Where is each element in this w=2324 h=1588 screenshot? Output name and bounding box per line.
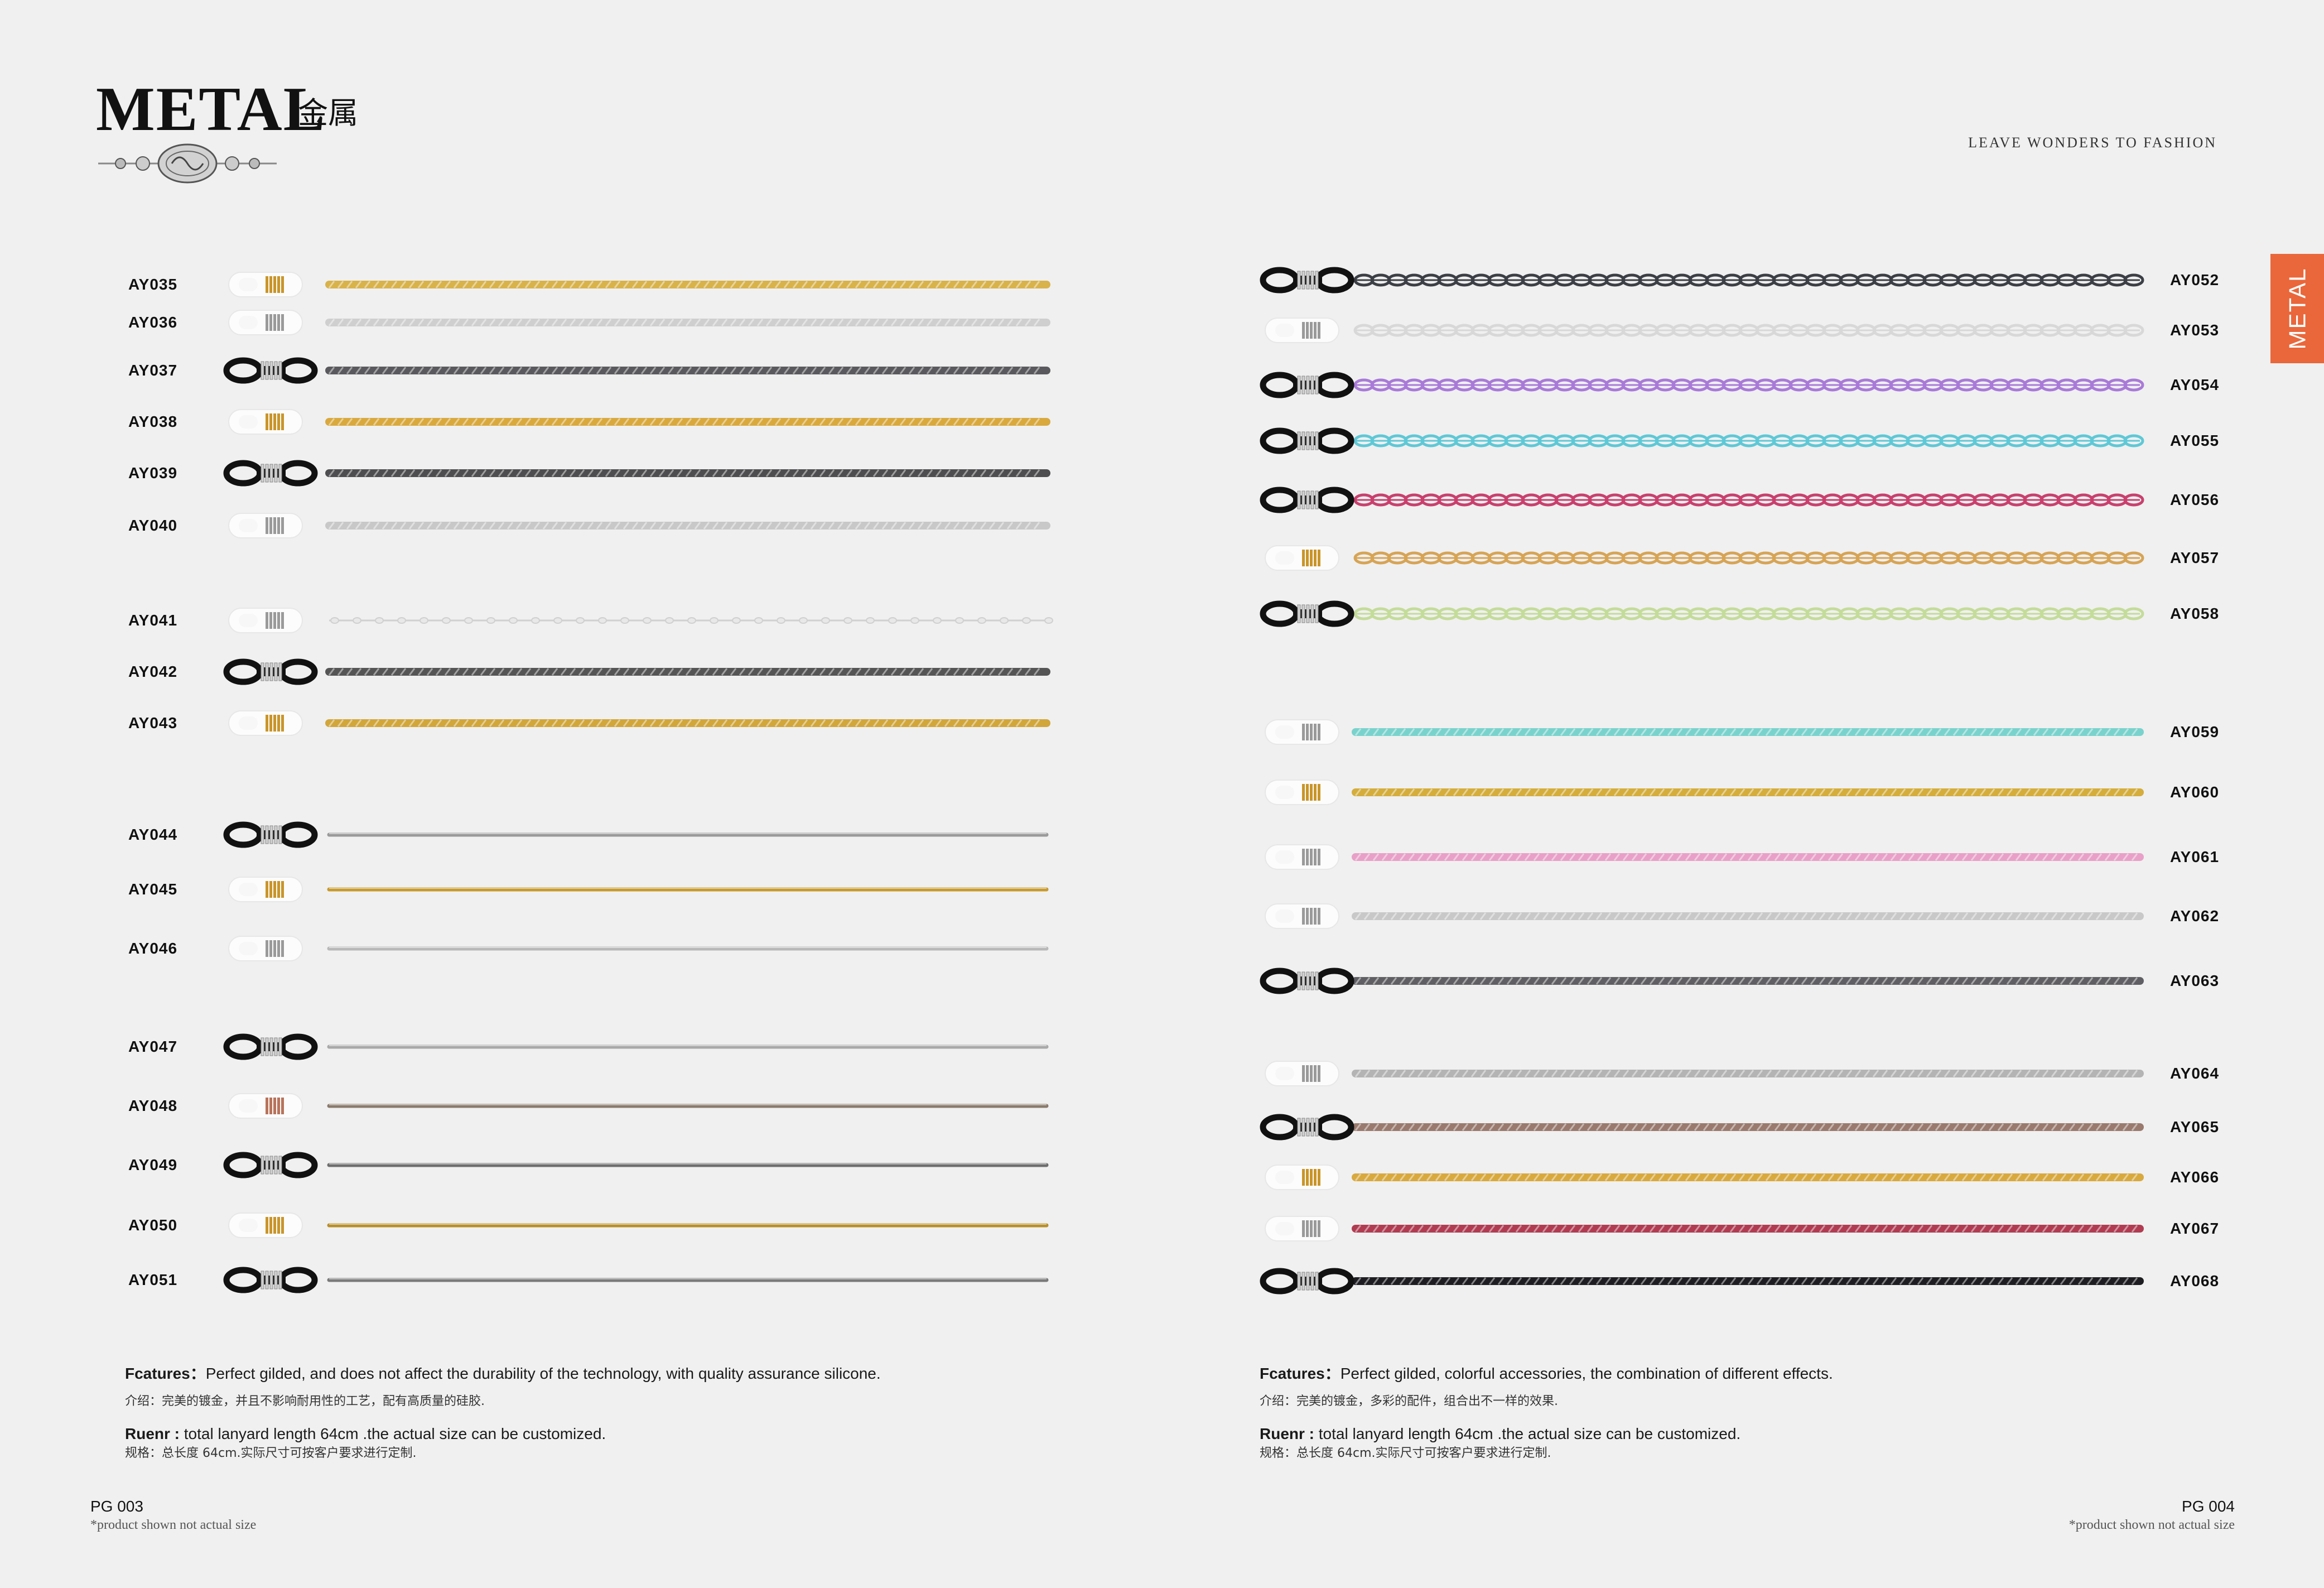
product-code: AY061	[2170, 848, 2220, 865]
section-tab[interactable]: METAL	[2270, 254, 2324, 363]
chain-AY060	[1265, 779, 2144, 805]
product-code: AY037	[128, 362, 178, 379]
product-code: AY046	[128, 940, 178, 957]
left-rule-label: Ruenr :	[125, 1425, 180, 1442]
chain-AY047	[223, 1033, 1049, 1060]
left-rule: Ruenr : total lanyard length 64cm .the a…	[125, 1426, 606, 1442]
product-code: AY048	[128, 1097, 178, 1114]
right-rule-label: Ruenr :	[1260, 1425, 1314, 1442]
right-features-label: Fcatures	[1260, 1365, 1325, 1382]
chain-AY040	[228, 513, 1050, 538]
product-code: AY064	[2170, 1065, 2220, 1082]
product-code: AY056	[2170, 491, 2220, 508]
product-code: AY062	[2170, 907, 2220, 925]
right-rule: Ruenr : total lanyard length 64cm .the a…	[1260, 1426, 1740, 1442]
product-code: AY059	[2170, 723, 2220, 740]
chain-AY068	[1260, 1268, 2144, 1295]
chain-AY039	[223, 460, 1050, 487]
chain-AY066	[1265, 1164, 2144, 1190]
ornament-logo-icon	[98, 143, 277, 184]
product-code: AY051	[128, 1271, 178, 1288]
product-code: AY053	[2170, 321, 2220, 339]
product-code: AY066	[2170, 1168, 2220, 1186]
product-code: AY042	[128, 663, 178, 680]
left-features: Fcatures：Perfect gilded, and does not af…	[125, 1365, 881, 1382]
chain-AY063	[1260, 968, 2144, 994]
left-spec-cn: 规格：总长度 64cm.实际尺寸可按客户要求进行定制.	[125, 1446, 417, 1460]
chain-AY061	[1265, 844, 2144, 870]
chain-AY049	[223, 1152, 1049, 1178]
right-features-text: Perfect gilded, colorful accessories, th…	[1340, 1365, 1833, 1382]
product-code: AY058	[2170, 605, 2220, 622]
chain-AY054	[1260, 372, 2144, 398]
chain-AY037	[223, 357, 1050, 384]
page-title: METAL	[96, 75, 326, 144]
product-code: AY049	[128, 1156, 178, 1173]
chain-AY056	[1260, 487, 2144, 513]
chain-AY057	[1265, 545, 2144, 571]
right-features: Fcatures：Perfect gilded, colorful access…	[1260, 1365, 1833, 1382]
chain-AY065	[1260, 1114, 2144, 1141]
product-code: AY041	[128, 612, 178, 629]
product-code: AY047	[128, 1038, 178, 1055]
chain-AY044	[223, 821, 1049, 848]
product-code: AY050	[128, 1216, 178, 1234]
product-code: AY065	[2170, 1118, 2220, 1135]
right-page-number: PG 004	[2182, 1498, 2235, 1515]
chain-AY041	[228, 608, 1053, 633]
right-note: *product shown not actual size	[2069, 1518, 2235, 1532]
chain-AY053	[1265, 317, 2144, 343]
left-note: *product shown not actual size	[90, 1518, 257, 1532]
chain-AY059	[1265, 719, 2144, 745]
product-code: AY057	[2170, 549, 2220, 566]
product-code: AY045	[128, 880, 178, 898]
chain-AY046	[228, 936, 1049, 961]
chain-AY042	[223, 658, 1050, 685]
chain-AY064	[1265, 1061, 2144, 1086]
tagline: LEAVE WONDERS TO FASHION	[1968, 134, 2217, 151]
chain-AY055	[1260, 427, 2144, 454]
product-code: AY052	[2170, 271, 2220, 288]
chain-AY036	[228, 310, 1050, 335]
right-rule-text: total lanyard length 64cm .the actual si…	[1318, 1425, 1741, 1442]
right-spec-cn: 规格：总长度 64cm.实际尺寸可按客户要求进行定制.	[1260, 1446, 1551, 1460]
left-rule-text: total lanyard length 64cm .the actual si…	[184, 1425, 606, 1442]
chain-AY043	[228, 710, 1050, 736]
product-code: AY038	[128, 413, 178, 430]
product-code: AY055	[2170, 432, 2220, 449]
product-code: AY043	[128, 714, 178, 732]
product-code: AY039	[128, 464, 178, 482]
chain-AY051	[223, 1267, 1049, 1293]
chain-AY048	[228, 1093, 1049, 1119]
product-code: AY040	[128, 517, 178, 534]
chain-AY035	[228, 272, 1050, 297]
left-page-number: PG 003	[90, 1498, 143, 1515]
product-code: AY054	[2170, 376, 2220, 393]
product-code: AY060	[2170, 783, 2220, 801]
chain-AY038	[228, 409, 1050, 435]
product-code: AY035	[128, 276, 178, 293]
product-code: AY063	[2170, 972, 2220, 989]
left-features-text: Perfect gilded, and does not affect the …	[205, 1365, 881, 1382]
left-features-label: Fcatures	[125, 1365, 190, 1382]
product-code: AY036	[128, 314, 178, 331]
product-code: AY044	[128, 826, 178, 843]
chain-AY050	[228, 1212, 1049, 1238]
product-code: AY068	[2170, 1272, 2220, 1289]
page-title-cn: 金属	[298, 95, 358, 131]
left-intro-cn: 介绍：完美的镀金，并且不影响耐用性的工艺，配有高质量的硅胶.	[125, 1394, 485, 1408]
product-code: AY067	[2170, 1220, 2220, 1237]
chain-AY062	[1265, 903, 2144, 929]
right-intro-cn: 介绍：完美的镀金，多彩的配件，组合出不一样的效果.	[1260, 1394, 1558, 1408]
chain-AY052	[1260, 267, 2144, 293]
chain-AY058	[1260, 600, 2144, 627]
chain-AY067	[1265, 1216, 2144, 1241]
chain-AY045	[228, 877, 1049, 902]
